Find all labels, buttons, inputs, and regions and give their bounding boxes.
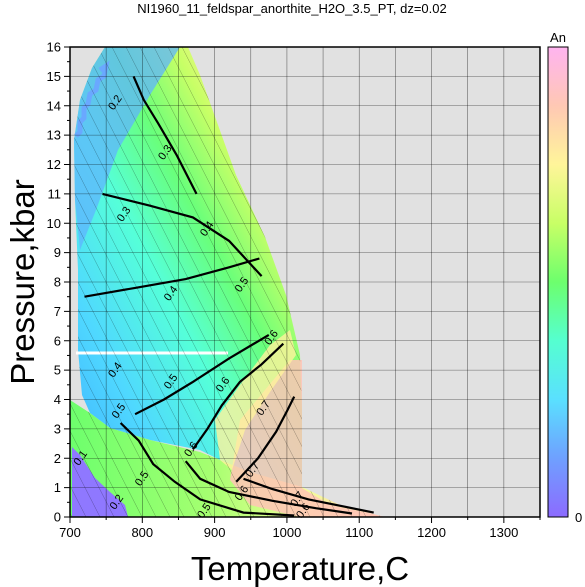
field-blue-wedge — [74, 47, 180, 250]
colorbar-scale — [547, 46, 569, 518]
field-purple-corner — [72, 447, 128, 517]
y-tick-label: 11 — [48, 186, 62, 201]
hatch-line — [70, 47, 157, 517]
hatch-line — [70, 47, 115, 517]
hatch-line — [70, 47, 143, 517]
y-tick-label: 3 — [54, 421, 61, 436]
y-tick-label: 9 — [54, 245, 61, 260]
contour-0.5 — [119, 422, 295, 517]
y-tick-label: 8 — [54, 275, 61, 290]
x-axis: 700 800 900 1000 1100 1200 1300 — [59, 517, 541, 540]
y-axis-label: Pressure,kbar — [4, 179, 41, 384]
hatch-line — [70, 47, 171, 517]
field-sawtooth — [74, 60, 110, 138]
y-tick-label: 15 — [47, 69, 61, 84]
y-tick-label: 2 — [54, 451, 61, 466]
contour-0.3 — [102, 192, 263, 277]
x-tick-label: 1100 — [345, 525, 373, 540]
y-tick-label: 12 — [47, 157, 61, 172]
y-tick-label: 5 — [54, 363, 61, 378]
contour-0.7 — [243, 477, 374, 514]
x-tick-label: 800 — [131, 525, 153, 540]
grid-lines — [70, 47, 540, 517]
x-tick-label: 700 — [59, 525, 81, 540]
y-tick-label: 7 — [54, 304, 61, 319]
colorbar-label: An — [550, 30, 566, 45]
y-tick-label: 10 — [47, 216, 61, 231]
x-tick-label: 1200 — [417, 525, 446, 540]
y-tick-label: 0 — [54, 510, 61, 525]
hatch-line — [70, 47, 185, 517]
x-tick-label: 1000 — [272, 525, 301, 540]
contour-0.6 — [192, 342, 285, 451]
y-tick-label: 1 — [54, 480, 61, 495]
y-tick-label: 14 — [47, 98, 61, 113]
x-tick-label: 900 — [204, 525, 226, 540]
hatch-line — [70, 47, 129, 517]
contour-0.5 — [134, 333, 270, 416]
chart-title: NI1960_11_feldspar_anorthite_H2O_3.5_PT,… — [137, 1, 446, 16]
y-tick-label: 4 — [54, 392, 61, 407]
contour-lines — [84, 75, 374, 517]
contour-0.7 — [235, 396, 296, 483]
y-tick-label: 16 — [47, 40, 61, 55]
contour-0.6 — [184, 460, 353, 515]
colorbar-min-label: 0 — [575, 510, 582, 525]
colorbar: An 0 — [547, 30, 582, 525]
x-tick-label: 1300 — [489, 525, 518, 540]
y-tick-label: 13 — [47, 128, 61, 143]
field-yellow-band — [215, 330, 296, 470]
x-axis-label: Temperature,C — [191, 550, 409, 587]
contour-0.4 — [84, 257, 260, 298]
contour-0.2 — [132, 75, 198, 195]
y-tick-label: 6 — [54, 333, 61, 348]
